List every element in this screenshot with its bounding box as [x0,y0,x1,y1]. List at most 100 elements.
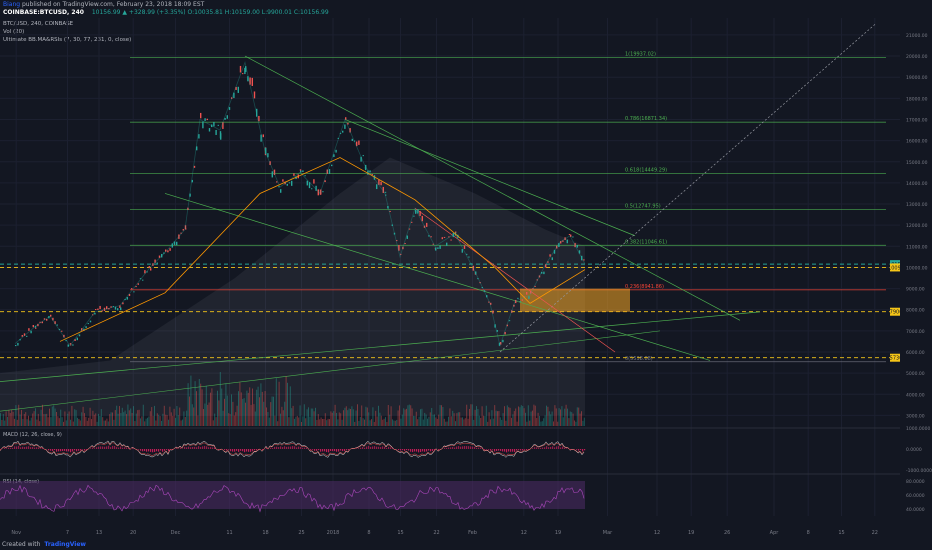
macd-hist-bar [360,447,362,449]
macd-hist-bar [190,447,192,449]
candle [578,250,581,254]
candle [468,256,470,258]
volume-bar [544,415,546,426]
volume-bar [172,415,174,426]
volume-bar [379,412,381,426]
macd-hist-bar [228,449,230,450]
volume-bar [128,410,130,426]
macd-hist-bar [324,449,326,452]
price-tick-label: 7000.00 [906,329,925,335]
volume-bar [194,381,196,426]
macd-hist-bar [510,449,512,452]
volume-bar [259,397,260,426]
volume-bar [81,412,83,426]
macd-tick-label: 0.0000 [906,447,922,453]
candle [291,180,293,186]
candle [566,239,568,244]
candle [526,291,528,295]
candle [213,121,215,127]
volume-bar [203,409,204,426]
volume-bar [336,412,337,426]
candle [376,184,378,190]
macd-hist-bar [214,447,216,449]
tradingview-logo[interactable]: TradingView [44,541,86,548]
volume-bar [140,418,141,426]
volume-bar [417,419,419,426]
volume-bar [330,411,332,426]
volume-bar [51,406,53,426]
volume-bar [19,414,21,426]
rsi-line [0,484,585,513]
volume-bar [74,409,76,426]
candle [519,301,521,303]
macd-hist-bar [368,445,370,449]
candle [498,342,501,346]
symbol-label[interactable]: COINBASE:BTCUSD, 240 [3,9,84,16]
candle [452,232,454,238]
macd-hist-bar [226,449,228,451]
candle [114,306,117,310]
candle [276,181,278,183]
macd-hist-bar [194,446,196,449]
candle [511,310,513,313]
volume-bar [362,418,364,426]
macd-hist-bar [256,449,258,451]
volume-bar [68,411,70,426]
macd-hist-bar [348,449,350,451]
volume-bar [170,412,172,426]
volume-bar [159,416,161,426]
macd-hist-bar [154,449,156,452]
volume-bar [477,408,479,426]
legend-vol[interactable]: Vol (20) [3,29,25,35]
volume-bar [473,419,475,426]
macd-hist-bar [548,447,550,449]
candle [65,340,67,342]
volume-bar [16,419,18,426]
fib-label: 0.236(8941.86) [625,284,664,290]
volume-bar [446,421,448,426]
macd-hist-bar [456,446,458,449]
volume-bar [317,414,319,426]
candle [95,309,97,311]
macd-hist-bar [288,446,290,449]
symbol-line: COINBASE:BTCUSD, 240 10156.99 ▲ +328.99 … [3,9,329,17]
price-tick-label: 4000.00 [906,392,925,398]
candle [322,191,324,193]
macd-hist-bar [212,447,214,449]
x-tick-label: Dec [171,530,181,536]
macd-hist-bar [68,449,70,452]
macd-hist-bar [526,449,528,451]
macd-hist-bar [566,448,568,449]
macd-hist-bar [162,449,164,452]
volume-bar [154,405,155,426]
macd-hist-bar [198,446,200,449]
macd-hist-bar [248,449,250,452]
price-tick-label: 12000.00 [906,223,928,229]
macd-hist-bar [458,446,460,449]
macd-hist-bar [314,449,316,451]
volume-bar [165,414,167,426]
macd-hist-bar [284,446,286,449]
candle [353,140,356,142]
x-tick-label: 22 [872,530,878,536]
candle [46,319,48,321]
price-tick-label: 17000.00 [906,117,928,123]
macd-hist-bar [404,449,406,451]
candle [502,339,504,343]
macd-hist-bar [64,449,66,451]
candle [258,115,260,122]
macd-hist-bar [150,449,152,452]
macd-hist-bar [366,446,368,449]
macd-hist-bar [420,449,422,453]
candle [428,235,430,237]
candle [324,180,326,183]
volume-bar [453,413,455,426]
macd-hist-bar [342,449,344,452]
macd-hist-bar [446,447,448,449]
author-link[interactable]: Biang [3,1,21,8]
volume-bar [508,407,510,426]
candle [528,296,530,299]
candle [371,174,373,176]
volume-bar [266,407,267,426]
